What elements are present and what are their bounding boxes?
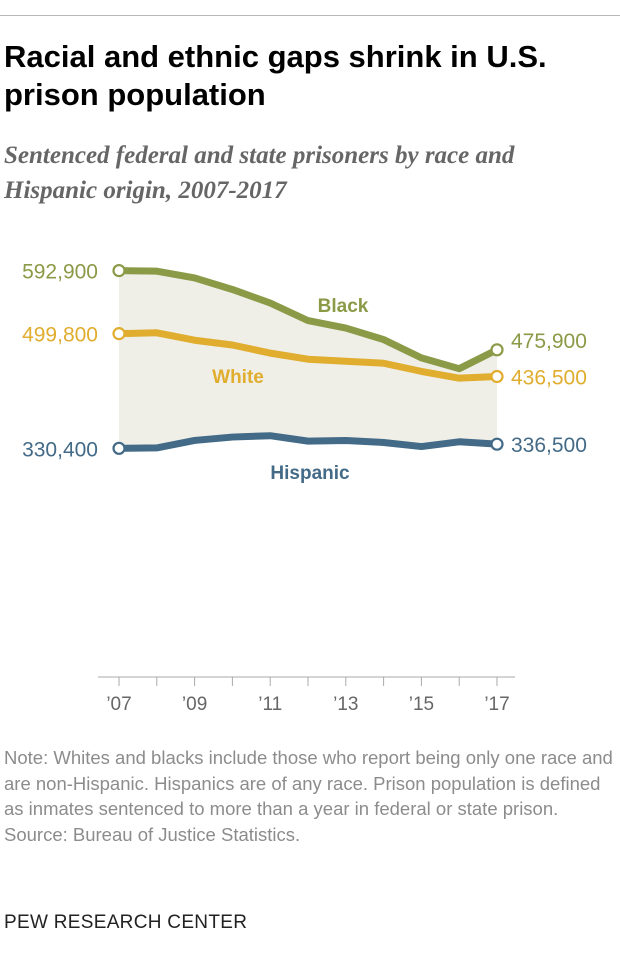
chart-title: Racial and ethnic gaps shrink in U.S. pr… — [4, 39, 547, 112]
end-marker-hispanic — [490, 437, 504, 451]
series-line-white — [115, 329, 501, 382]
x-tick-label-1: ’09 — [182, 694, 207, 715]
source-text: Source: Bureau of Justice Statistics. — [4, 823, 301, 845]
start-label-hispanic: 330,400 — [22, 438, 98, 461]
line-chart: ’07 ’09 ’11 ’13 ’15 ’17 592,900 475,900 Black 499… — [22, 261, 587, 715]
series-line-black — [115, 267, 501, 373]
end-label-hispanic: 336,500 — [511, 434, 587, 457]
end-label-white: 436,500 — [511, 366, 587, 389]
x-tick-label-4: ’15 — [409, 694, 434, 715]
series-name-hispanic: Hispanic — [270, 463, 350, 484]
end-marker-black — [490, 343, 504, 357]
x-tick-label-0: ’07 — [106, 694, 131, 715]
start-marker-hispanic — [112, 441, 126, 455]
start-marker-white — [112, 327, 126, 341]
end-marker-white — [490, 369, 504, 384]
x-tick-label-3: ’13 — [333, 694, 358, 715]
end-label-black: 475,900 — [511, 330, 587, 353]
start-label-black: 592,900 — [22, 261, 98, 284]
series-name-white: White — [212, 367, 264, 388]
chart-notes: Note: Whites and blacks include those wh… — [4, 745, 616, 847]
note-text: Note: Whites and blacks include those wh… — [4, 747, 613, 819]
top-rule — [0, 15, 620, 16]
x-tick-label-2: ’11 — [258, 694, 282, 715]
start-marker-black — [112, 263, 126, 278]
start-label-white: 499,800 — [22, 324, 98, 347]
x-tick-label-5: ’17 — [484, 694, 509, 715]
series-name-black: Black — [318, 296, 369, 317]
brand-name: PEW RESEARCH CENTER — [4, 912, 248, 933]
chart-subtitle: Sentenced federal and state prisoners by… — [4, 142, 515, 204]
series-line-hispanic — [115, 432, 501, 452]
